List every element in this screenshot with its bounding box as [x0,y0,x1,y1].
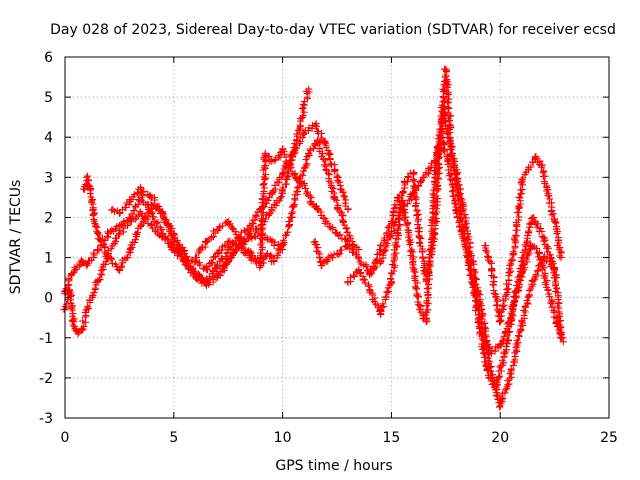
y-tick-label: 0 [44,291,53,307]
series-markers [482,152,565,326]
series-arc-7 [344,104,561,359]
y-tick-label: 2 [44,210,53,226]
y-axis-label: SDTVAR / TECUs [8,180,24,295]
x-tick-label: 10 [274,430,292,446]
y-tick-label: 6 [44,50,53,66]
y-axis-ticks: -3 -2 -1 0 1 2 3 4 5 6 [39,50,609,427]
y-tick-label: 1 [44,251,53,267]
y-tick-label: 4 [44,130,53,146]
series-markers [344,104,560,359]
y-tick-label: -1 [39,331,53,347]
series-markers [366,65,567,393]
x-tick-label: 15 [382,430,400,446]
chart-title: Day 028 of 2023, Sidereal Day-to-day VTE… [50,22,616,38]
series-arc-8 [366,65,567,394]
series-arc-2 [60,85,313,338]
series-markers [60,87,313,336]
x-tick-label: 25 [600,430,618,446]
y-tick-label: 3 [44,170,53,186]
x-tick-label: 20 [491,430,509,446]
x-tick-label: 0 [61,430,70,446]
data-points [60,65,567,411]
plot-frame [64,56,610,419]
x-tick-label: 5 [169,430,178,446]
x-axis-ticks: 0 5 10 15 20 25 [61,57,618,446]
y-tick-label: -3 [39,411,53,427]
series-arc-9 [481,152,565,326]
series-arc-5 [192,145,363,266]
y-tick-label: -2 [39,371,53,387]
x-axis-label: GPS time / hours [275,458,392,474]
y-tick-label: 5 [44,90,53,106]
series-markers [192,145,361,266]
